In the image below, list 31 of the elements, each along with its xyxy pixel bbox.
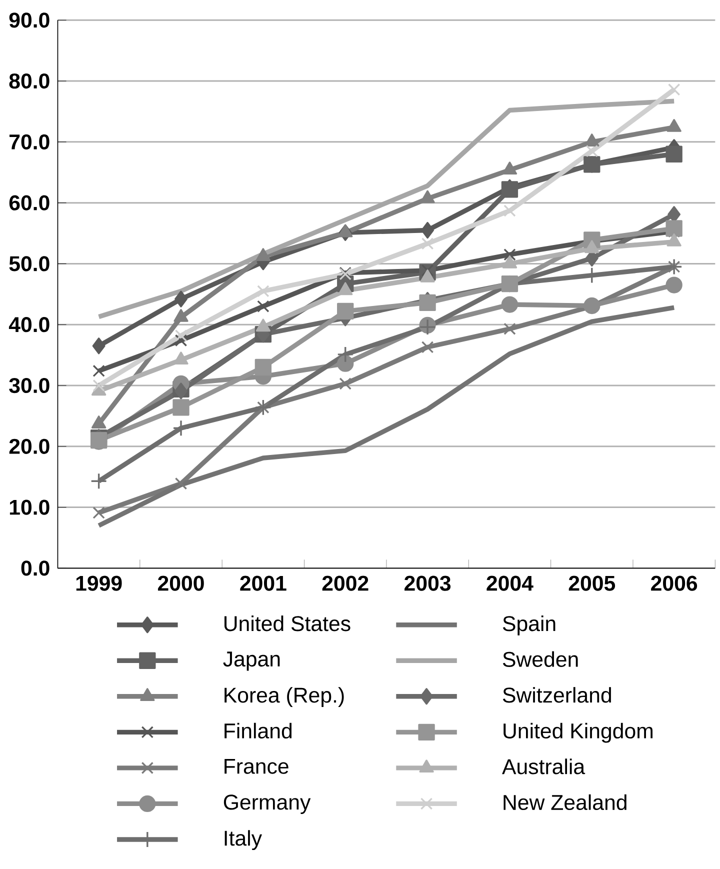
x-tick-label: 1999 (76, 576, 122, 591)
x-tick-label: 2005 (568, 576, 615, 591)
legend-label: Sweden (502, 651, 578, 667)
legend-label: Australia (502, 758, 586, 774)
legend-label: Japan (223, 652, 280, 671)
y-tick-label: 60.0 (9, 195, 50, 210)
y-tick-label: 40.0 (8, 317, 50, 332)
legend-label: Italy (224, 830, 262, 850)
x-tick-label: 2000 (158, 576, 204, 591)
y-tick-label: 30.0 (9, 378, 50, 394)
legend-label: United Kingdom (504, 722, 652, 743)
x-tick-label: 2006 (650, 576, 697, 591)
legend-label: Finland (224, 722, 292, 739)
y-tick-label: 20.0 (9, 438, 50, 454)
legend-label: Switzerland (502, 687, 611, 703)
x-tick-label: 2004 (486, 576, 534, 591)
legend-label: Germany (224, 794, 311, 814)
legend-label: France (224, 758, 288, 774)
y-tick-label: 0.0 (21, 560, 50, 576)
legend-label: Korea (Rep.) (224, 687, 344, 707)
x-tick-label: 2001 (240, 576, 286, 591)
legend-label: United States (224, 616, 350, 632)
legend-label: Spain (502, 616, 556, 636)
y-tick-label: 10.0 (10, 500, 50, 515)
y-tick-label: 80.0 (9, 73, 50, 89)
y-tick-label: 50.0 (9, 256, 50, 272)
y-tick-label: 70.0 (9, 134, 50, 150)
y-tick-label: 90.0 (9, 12, 50, 28)
x-tick-label: 2003 (404, 576, 450, 591)
legend-label: New Zealand (504, 794, 626, 810)
x-tick-label: 2002 (322, 576, 368, 591)
